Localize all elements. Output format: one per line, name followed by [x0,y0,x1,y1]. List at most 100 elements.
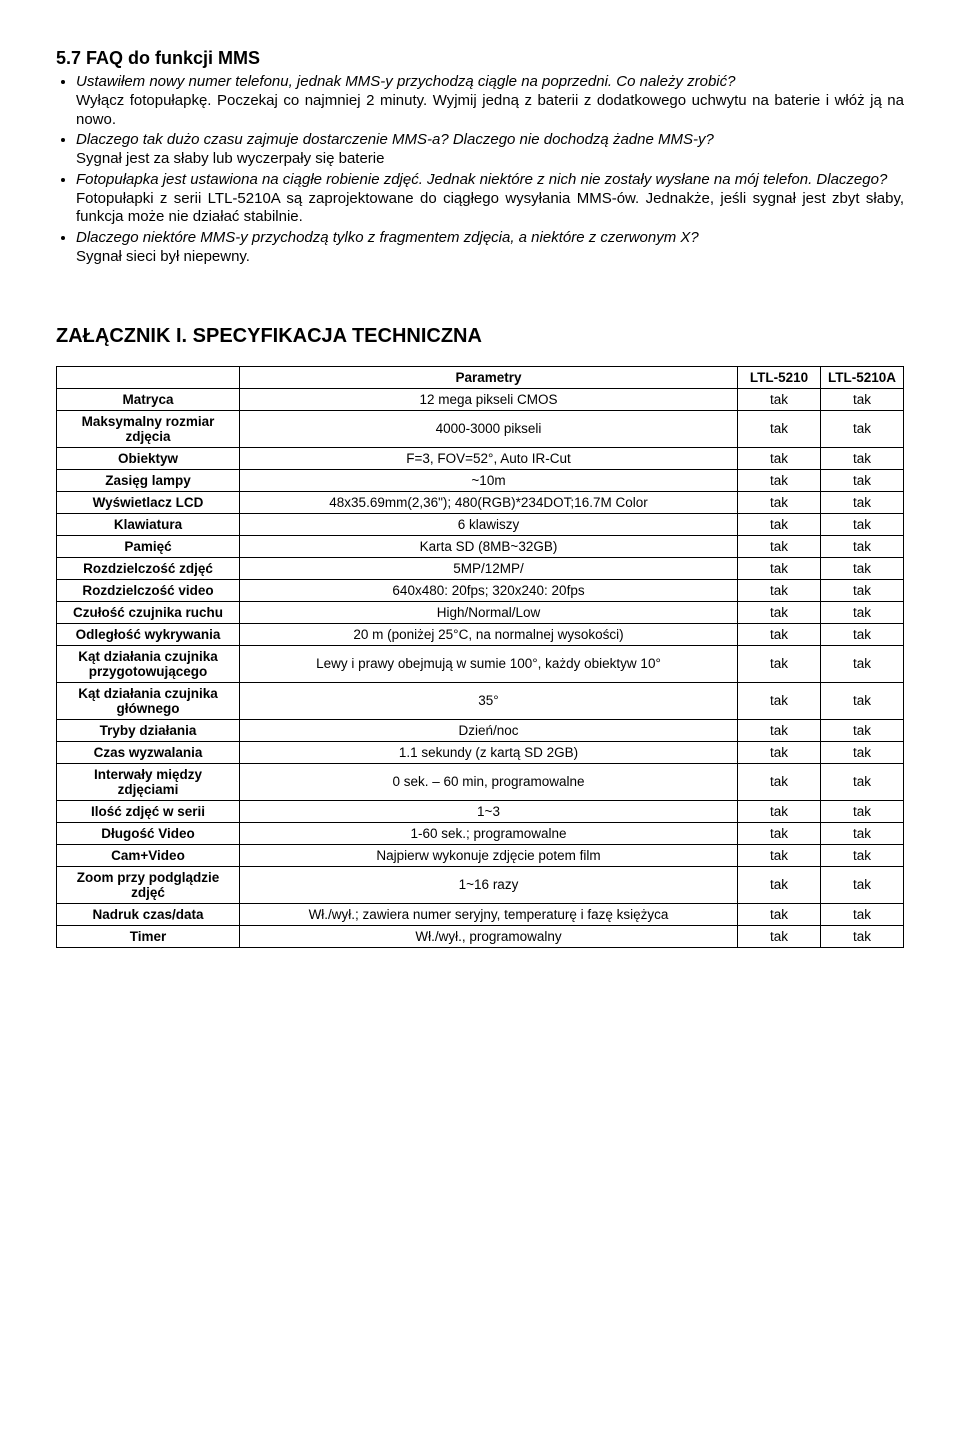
spec-row-label: Kąt działania czujnika przygotowującego [57,645,240,682]
spec-row-col2: tak [821,925,904,947]
spec-row-value: 1~3 [240,800,738,822]
faq-item: Fotopułapka jest ustawiona na ciągłe rob… [76,171,904,229]
spec-row-label: Ilość zdjęć w serii [57,800,240,822]
spec-row-col2: tak [821,447,904,469]
spec-row-col2: tak [821,903,904,925]
spec-row-value: ~10m [240,469,738,491]
spec-row-value: Najpierw wykonuje zdjęcie potem film [240,844,738,866]
spec-header-col2: LTL-5210A [821,366,904,388]
spec-row-label: Czas wyzwalania [57,741,240,763]
spec-row-label: Kąt działania czujnika głównego [57,682,240,719]
spec-row-col1: tak [738,741,821,763]
faq-answer: Wyłącz fotopułapkę. Poczekaj co najmniej… [76,92,904,128]
table-row: Matryca12 mega pikseli CMOStaktak [57,388,904,410]
spec-row-col2: tak [821,763,904,800]
spec-row-col2: tak [821,557,904,579]
spec-row-value: 5MP/12MP/ [240,557,738,579]
table-row: Zoom przy podglądzie zdjęć1~16 razytakta… [57,866,904,903]
spec-row-col1: tak [738,925,821,947]
spec-header-row: Parametry LTL-5210 LTL-5210A [57,366,904,388]
spec-row-col2: tak [821,623,904,645]
spec-row-value: Karta SD (8MB~32GB) [240,535,738,557]
faq-question: Dlaczego niektóre MMS-y przychodzą tylko… [76,229,699,246]
table-row: Długość Video1-60 sek.; programowalnetak… [57,822,904,844]
spec-row-col2: tak [821,410,904,447]
spec-row-value: Wł./wył., programowalny [240,925,738,947]
appendix-heading: ZAŁĄCZNIK I. SPECYFIKACJA TECHNICZNA [56,325,904,348]
faq-list: Ustawiłem nowy numer telefonu, jednak MM… [56,73,904,269]
table-row: TimerWł./wył., programowalnytaktak [57,925,904,947]
spec-row-col2: tak [821,822,904,844]
spec-row-col2: tak [821,866,904,903]
spec-row-col1: tak [738,469,821,491]
spec-table: Parametry LTL-5210 LTL-5210A Matryca12 m… [56,366,904,948]
table-row: Maksymalny rozmiar zdjęcia4000-3000 piks… [57,410,904,447]
spec-row-value: 1~16 razy [240,866,738,903]
table-row: Rozdzielczość zdjęć5MP/12MP/taktak [57,557,904,579]
faq-answer: Fotopułapki z serii LTL-5210A są zaproje… [76,190,904,226]
spec-row-label: Tryby działania [57,719,240,741]
spec-row-value: 12 mega pikseli CMOS [240,388,738,410]
spec-row-col1: tak [738,682,821,719]
table-row: Nadruk czas/dataWł./wył.; zawiera numer … [57,903,904,925]
spec-row-col1: tak [738,388,821,410]
spec-row-label: Rozdzielczość zdjęć [57,557,240,579]
table-row: ObiektywF=3, FOV=52°, Auto IR-Cuttaktak [57,447,904,469]
spec-row-col2: tak [821,682,904,719]
faq-question: Fotopułapka jest ustawiona na ciągłe rob… [76,171,887,188]
spec-row-value: 4000-3000 pikseli [240,410,738,447]
table-row: Wyświetlacz LCD48x35.69mm(2,36"); 480(RG… [57,491,904,513]
spec-row-value: 1.1 sekundy (z kartą SD 2GB) [240,741,738,763]
spec-row-label: Zoom przy podglądzie zdjęć [57,866,240,903]
spec-row-value: 20 m (poniżej 25°C, na normalnej wysokoś… [240,623,738,645]
faq-item: Ustawiłem nowy numer telefonu, jednak MM… [76,73,904,131]
table-row: Klawiatura6 klawiszytaktak [57,513,904,535]
spec-row-col2: tak [821,844,904,866]
table-row: Zasięg lampy~10mtaktak [57,469,904,491]
spec-row-col2: tak [821,601,904,623]
faq-item: Dlaczego tak dużo czasu zajmuje dostarcz… [76,131,904,171]
spec-row-label: Interwały między zdjęciami [57,763,240,800]
spec-row-col1: tak [738,844,821,866]
spec-row-col2: tak [821,719,904,741]
spec-row-label: Nadruk czas/data [57,903,240,925]
table-row: Tryby działaniaDzień/noctaktak [57,719,904,741]
spec-row-col1: tak [738,903,821,925]
spec-row-label: Timer [57,925,240,947]
spec-row-label: Długość Video [57,822,240,844]
spec-tbody: Matryca12 mega pikseli CMOStaktakMaksyma… [57,388,904,947]
table-row: Interwały między zdjęciami0 sek. – 60 mi… [57,763,904,800]
table-row: Rozdzielczość video640x480: 20fps; 320x2… [57,579,904,601]
spec-row-value: Lewy i prawy obejmują w sumie 100°, każd… [240,645,738,682]
spec-row-col2: tak [821,645,904,682]
table-row: Kąt działania czujnika przygotowującegoL… [57,645,904,682]
spec-row-col1: tak [738,410,821,447]
spec-row-label: Pamięć [57,535,240,557]
table-row: Ilość zdjęć w serii1~3taktak [57,800,904,822]
spec-row-col2: tak [821,800,904,822]
table-row: Czas wyzwalania1.1 sekundy (z kartą SD 2… [57,741,904,763]
spec-row-col1: tak [738,535,821,557]
spec-row-label: Maksymalny rozmiar zdjęcia [57,410,240,447]
spec-row-label: Obiektyw [57,447,240,469]
spec-row-label: Cam+Video [57,844,240,866]
table-row: Czułość czujnika ruchuHigh/Normal/Lowtak… [57,601,904,623]
table-row: Kąt działania czujnika głównego35°taktak [57,682,904,719]
spec-row-label: Wyświetlacz LCD [57,491,240,513]
spec-row-col1: tak [738,645,821,682]
faq-question: Dlaczego tak dużo czasu zajmuje dostarcz… [76,131,714,148]
spec-row-value: High/Normal/Low [240,601,738,623]
faq-answer: Sygnał jest za słaby lub wyczerpały się … [76,150,384,167]
spec-row-col2: tak [821,579,904,601]
spec-row-col1: tak [738,491,821,513]
spec-row-col1: tak [738,800,821,822]
spec-row-value: Wł./wył.; zawiera numer seryjny, tempera… [240,903,738,925]
spec-row-value: 640x480: 20fps; 320x240: 20fps [240,579,738,601]
spec-row-label: Matryca [57,388,240,410]
spec-row-col2: tak [821,491,904,513]
spec-row-value: Dzień/noc [240,719,738,741]
spec-row-value: F=3, FOV=52°, Auto IR-Cut [240,447,738,469]
spec-row-col1: tak [738,579,821,601]
table-row: PamięćKarta SD (8MB~32GB)taktak [57,535,904,557]
spec-row-col2: tak [821,388,904,410]
